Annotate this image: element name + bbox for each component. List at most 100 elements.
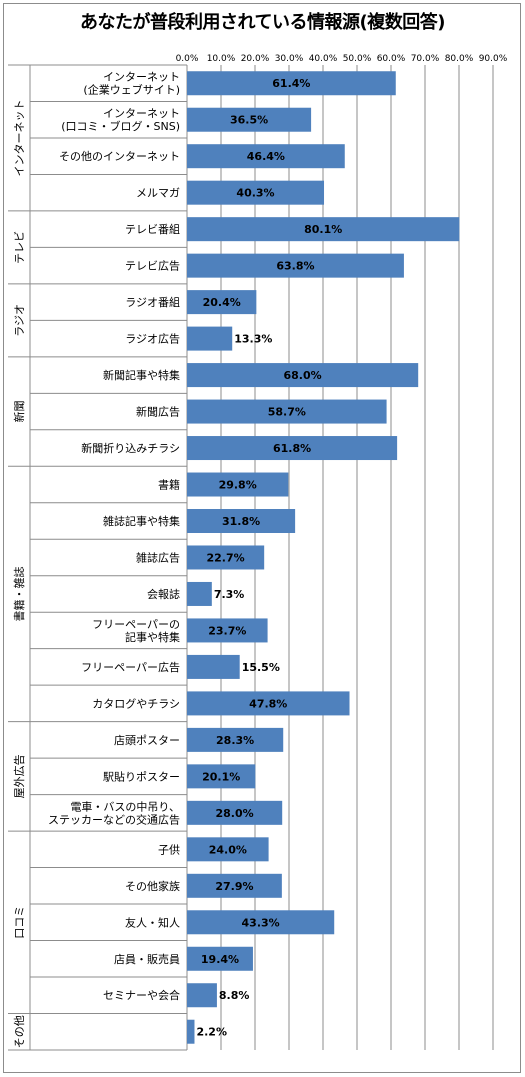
category-label: メルマガ	[136, 187, 180, 200]
bar	[187, 399, 387, 424]
bar	[187, 691, 350, 716]
group-label: ラジオ	[13, 304, 26, 337]
category-label: 書籍	[158, 478, 180, 492]
x-tick-label: 10.0%	[207, 54, 236, 64]
category-label: 会報誌	[147, 587, 180, 601]
data-label: 61.4%	[272, 77, 310, 90]
bar	[187, 144, 345, 169]
data-label: 31.8%	[222, 515, 260, 528]
category-label: 電車・バスの中吊り、	[70, 799, 180, 813]
category-label: ステッカーなどの交通広告	[48, 812, 180, 826]
x-tick-label: 60.0%	[377, 54, 406, 64]
data-label: 27.9%	[215, 880, 253, 893]
bar	[187, 946, 253, 971]
bar	[187, 363, 419, 388]
category-label: テレビ番組	[125, 223, 180, 236]
data-label: 29.8%	[219, 479, 257, 492]
category-label: (口コミ・ブログ・SNS)	[61, 119, 180, 133]
category-label: 記事や特集	[125, 630, 180, 644]
x-tick-label: 30.0%	[275, 54, 304, 64]
category-label: インターネット	[103, 107, 180, 120]
bar	[187, 764, 256, 789]
category-label: ラジオ広告	[125, 333, 180, 346]
data-label: 20.4%	[203, 296, 241, 309]
data-label: 28.3%	[216, 734, 254, 747]
category-label: 店員・販売員	[114, 952, 180, 966]
data-label: 23.7%	[208, 624, 246, 637]
x-tick-label: 90.0%	[479, 54, 508, 64]
data-label: 2.2%	[196, 1026, 227, 1039]
category-label: 新聞折り込みチラシ	[81, 441, 180, 455]
x-tick-label: 80.0%	[445, 54, 474, 64]
bar	[187, 800, 283, 825]
category-label: ラジオ番組	[125, 296, 180, 309]
data-label: 68.0%	[284, 369, 322, 382]
chart-title: あなたが普段利用されている情報源(複数回答)	[80, 12, 445, 33]
bar	[187, 472, 289, 497]
data-label: 63.8%	[276, 260, 314, 273]
data-label: 43.3%	[242, 916, 280, 929]
data-label: 28.0%	[216, 807, 254, 820]
data-label: 19.4%	[201, 953, 239, 966]
data-label: 47.8%	[249, 697, 287, 710]
category-label: 駅貼りポスター	[103, 769, 180, 783]
x-tick-label: 70.0%	[411, 54, 440, 64]
bar	[187, 326, 233, 351]
category-label: インターネット	[103, 71, 180, 84]
bar	[187, 618, 268, 643]
bar	[187, 253, 404, 278]
data-label: 40.3%	[236, 187, 274, 200]
category-label: その他家族	[125, 879, 180, 893]
group-label: その他	[13, 1015, 26, 1048]
data-label: 7.3%	[214, 588, 245, 601]
bar	[187, 107, 312, 132]
data-label: 61.8%	[273, 442, 311, 455]
category-label: (企業ウェブサイト)	[83, 83, 180, 97]
group-label: 口コミ	[13, 906, 26, 939]
bar	[187, 727, 284, 752]
category-label: カタログやチラシ	[92, 696, 180, 710]
bar	[187, 509, 296, 533]
bar	[187, 436, 398, 461]
bar	[187, 581, 212, 606]
category-label: 友人・知人	[125, 915, 180, 929]
group-label: 書籍・雑誌	[12, 566, 26, 621]
category-label: 店頭ポスター	[114, 733, 180, 747]
bar	[187, 983, 217, 1008]
bar	[187, 290, 257, 315]
bar	[187, 873, 282, 898]
bar	[187, 217, 460, 242]
x-tick-label: 40.0%	[309, 54, 338, 64]
data-label: 22.7%	[207, 551, 245, 564]
category-label: 子供	[158, 842, 180, 856]
category-label: セミナーや会合	[103, 988, 180, 1002]
bar	[187, 71, 396, 96]
category-label: 雑誌広告	[136, 550, 180, 564]
x-tick-label: 50.0%	[343, 54, 372, 64]
bar	[187, 180, 325, 205]
bar	[187, 837, 269, 862]
group-label: 屋外広告	[13, 754, 26, 798]
bar	[187, 1019, 195, 1044]
data-label: 15.5%	[242, 661, 280, 674]
data-label: 13.3%	[234, 333, 272, 346]
group-label: テレビ	[13, 231, 26, 264]
category-label: フリーペーパーの	[92, 618, 180, 631]
data-label: 24.0%	[209, 843, 247, 856]
bar	[187, 545, 265, 570]
x-tick-label: 0.0%	[176, 54, 199, 64]
data-label: 46.4%	[247, 150, 285, 163]
data-label: 8.8%	[219, 989, 250, 1002]
data-label: 36.5%	[230, 114, 268, 127]
category-label: テレビ広告	[125, 260, 180, 273]
category-label: 雑誌記事や特集	[103, 514, 180, 528]
bar	[187, 654, 240, 679]
bar	[187, 910, 335, 935]
data-label: 20.1%	[202, 770, 240, 783]
category-label: フリーペーパー広告	[81, 661, 180, 674]
group-label: 新聞	[12, 401, 26, 423]
data-label: 80.1%	[304, 223, 342, 236]
data-label: 58.7%	[268, 406, 306, 419]
group-label: インターネット	[13, 99, 26, 176]
